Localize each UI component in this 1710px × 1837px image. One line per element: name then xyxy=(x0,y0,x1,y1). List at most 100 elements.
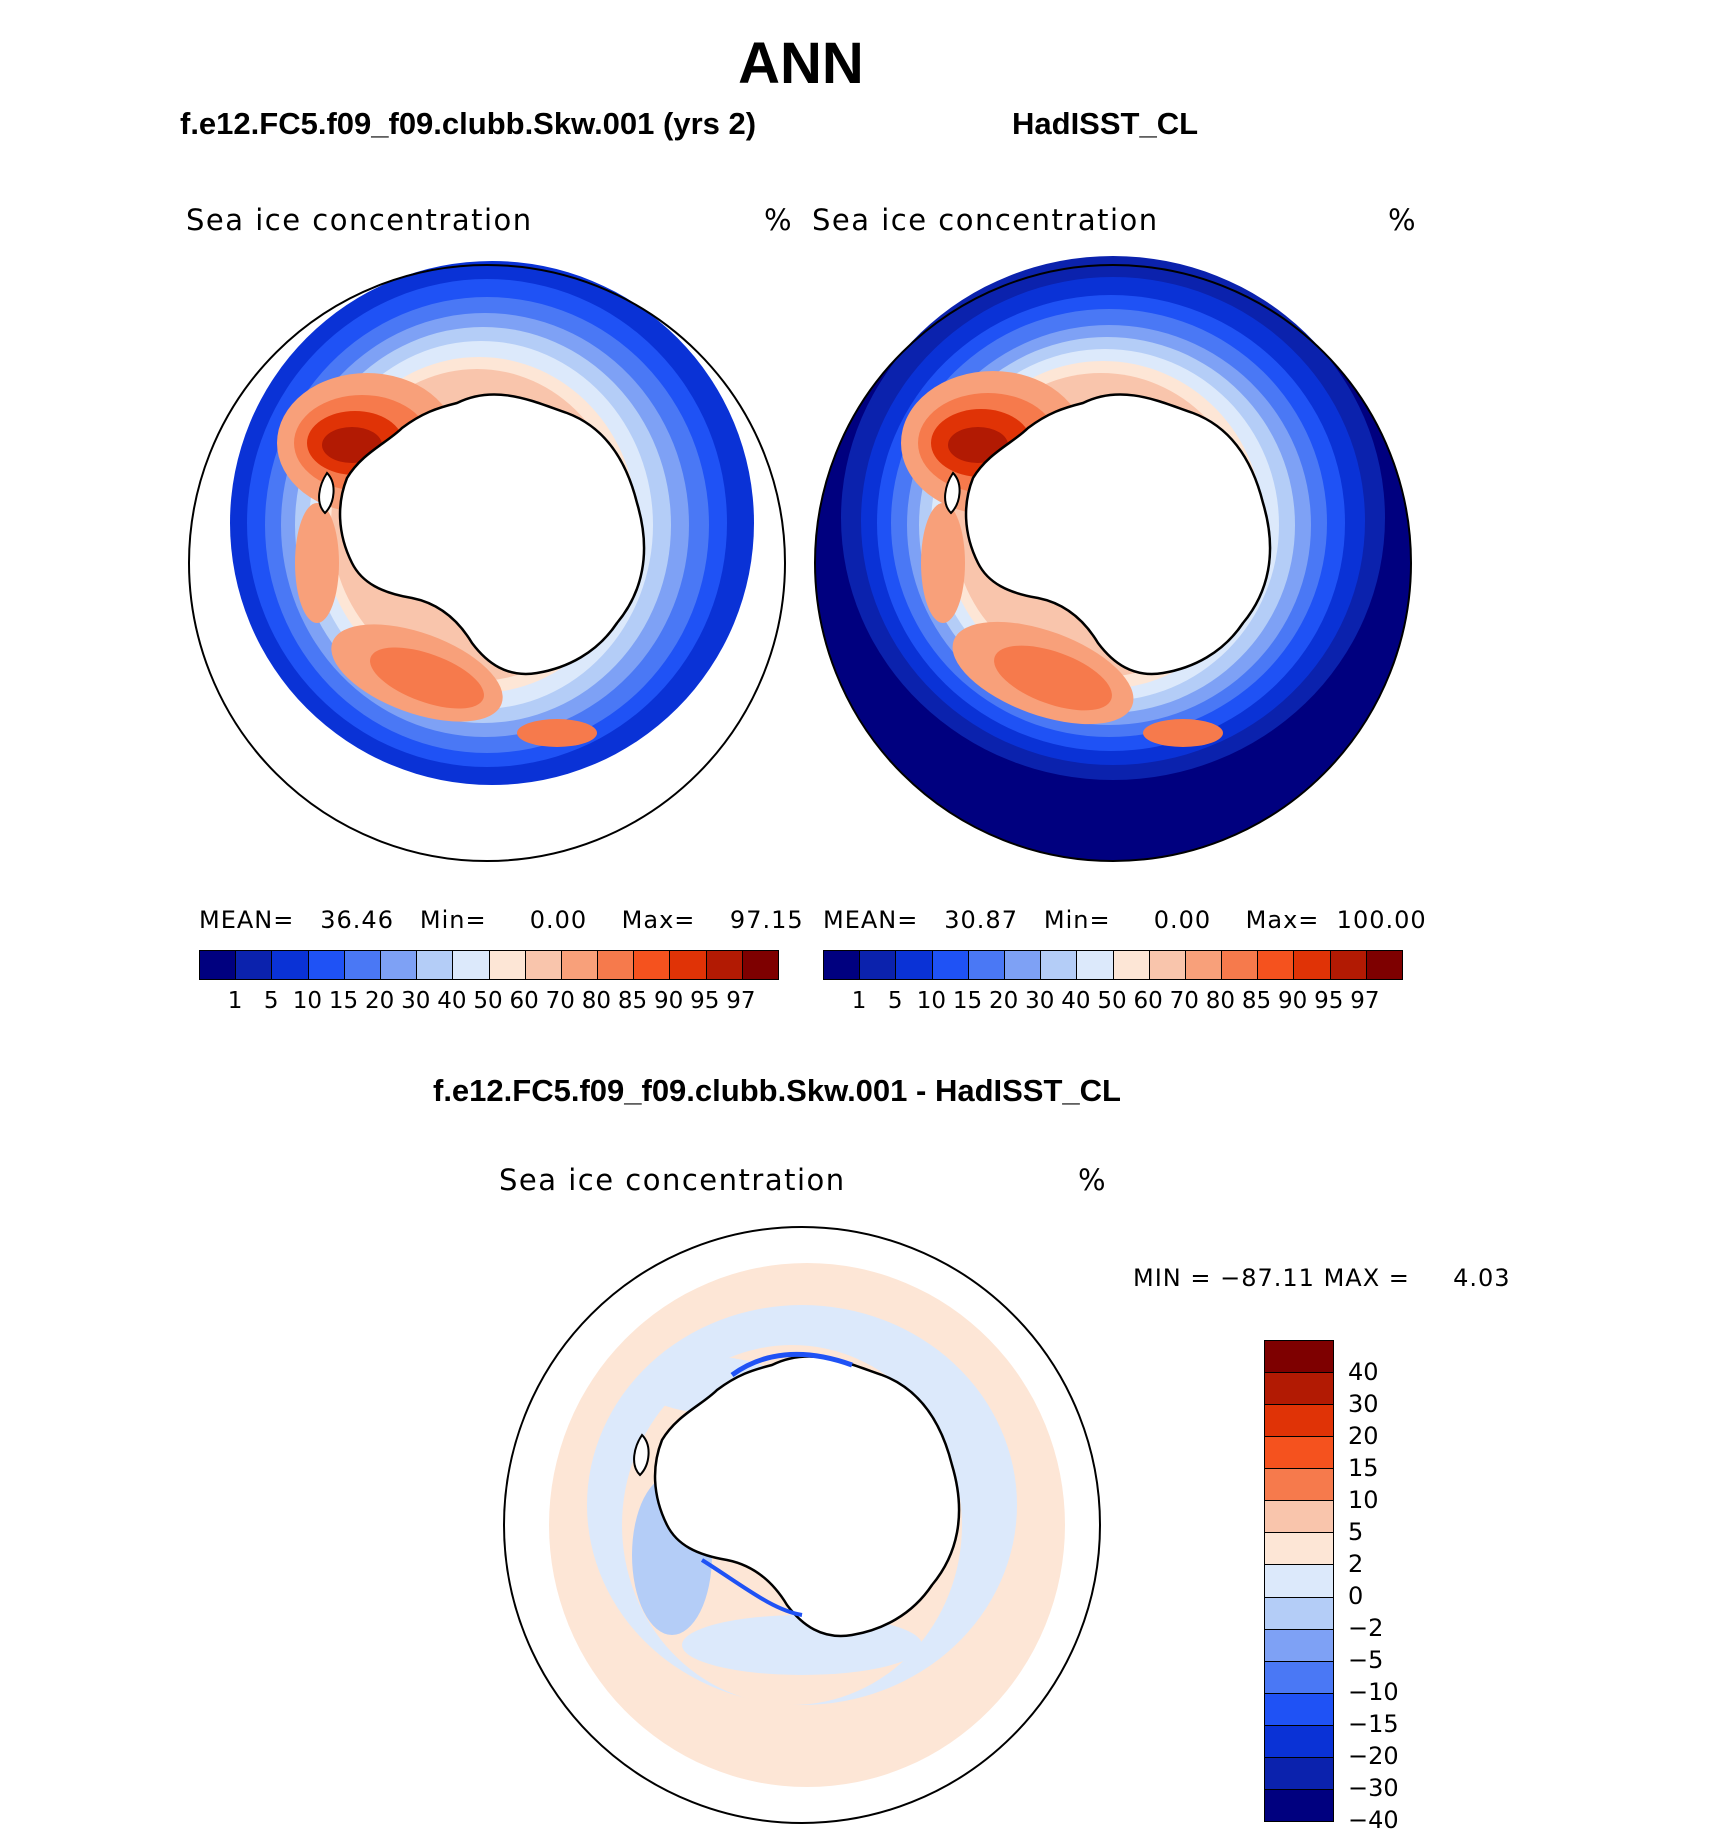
colorbar-tick-label: 1 xyxy=(227,988,243,1014)
colorbar-tick-label: −10 xyxy=(1348,1678,1399,1706)
colorbar-swatch xyxy=(1265,1629,1333,1662)
colorbar-tick-label: 30 xyxy=(1348,1390,1379,1418)
colorbar-swatch xyxy=(525,951,562,979)
colorbar-tick-label: 85 xyxy=(617,988,648,1014)
diff-heading: f.e12.FC5.f09_f09.clubb.Skw.001 - HadISS… xyxy=(433,1073,1121,1108)
colorbar-swatch xyxy=(1265,1693,1333,1726)
colorbar-tick-label: 20 xyxy=(364,988,395,1014)
diff-polar-map xyxy=(503,1226,1101,1824)
colorbar-swatch xyxy=(1265,1501,1333,1534)
colorbar-swatch xyxy=(968,951,1005,979)
diff-unit-label: % xyxy=(1078,1163,1108,1197)
colorbar-tick-label: 80 xyxy=(1205,988,1236,1014)
colorbar-swatch xyxy=(272,951,309,979)
colorbar-tick-label: 95 xyxy=(1314,988,1344,1014)
colorbar-tick-label: 15 xyxy=(328,988,359,1014)
colorbar-swatch xyxy=(598,951,635,979)
diff-variable-label: Sea ice concentration xyxy=(499,1163,846,1197)
colorbar-tick-label: 70 xyxy=(545,988,575,1014)
colorbar-swatch xyxy=(453,951,490,979)
colorbar-swatch xyxy=(1265,1405,1333,1438)
colorbar-tick-label: 2 xyxy=(1348,1550,1364,1578)
colorbar-tick-label: 50 xyxy=(1097,988,1127,1014)
colorbar-swatch xyxy=(417,951,454,979)
colorbar-tick-label: 80 xyxy=(581,988,612,1014)
colorbar-swatch xyxy=(1265,1565,1333,1598)
colorbar-swatch xyxy=(1113,951,1150,979)
colorbar-swatch xyxy=(1265,1373,1333,1406)
colorbar-tick-label: 85 xyxy=(1241,988,1272,1014)
colorbar-swatch xyxy=(1330,951,1367,979)
colorbar-swatch xyxy=(1149,951,1186,979)
colorbar-tick-label: 15 xyxy=(1348,1454,1379,1482)
obs-stats: MEAN= 30.87 Min= 0.00 Max= 100.00 xyxy=(823,906,1427,934)
colorbar-swatch xyxy=(236,951,273,979)
colorbar-swatch xyxy=(561,951,599,979)
colorbar-swatch xyxy=(670,951,707,979)
colorbar-tick-label: 50 xyxy=(473,988,503,1014)
colorbar-swatch xyxy=(706,951,743,979)
colorbar-swatch xyxy=(824,951,861,979)
colorbar-tick-label: 40 xyxy=(1061,988,1091,1014)
colorbar-swatch xyxy=(860,951,897,979)
colorbar-swatch xyxy=(1294,951,1331,979)
colorbar-swatch xyxy=(1366,951,1402,979)
colorbar-tick-label: −5 xyxy=(1348,1646,1384,1674)
colorbar-swatch xyxy=(1265,1341,1333,1374)
colorbar-tick-label: 60 xyxy=(1133,988,1163,1014)
colorbar-tick-label: 90 xyxy=(653,988,684,1014)
colorbar-swatch xyxy=(1265,1437,1333,1470)
colorbar-swatch xyxy=(1265,1469,1333,1502)
colorbar-swatch xyxy=(1077,951,1114,979)
colorbar-tick-label: 5 xyxy=(1348,1518,1364,1546)
colorbar-swatch xyxy=(1265,1533,1333,1566)
colorbar-tick-label: 5 xyxy=(887,988,903,1014)
model-stats: MEAN= 36.46 Min= 0.00 Max= 97.15 xyxy=(199,906,804,934)
colorbar-swatch xyxy=(1265,1789,1333,1821)
model-antarctica xyxy=(338,393,646,676)
colorbar-swatch xyxy=(1041,951,1078,979)
obs-antarctica xyxy=(964,393,1272,676)
colorbar-swatch xyxy=(380,951,418,979)
obs-unit-label: % xyxy=(1388,203,1418,237)
model-variable-label: Sea ice concentration xyxy=(186,203,533,237)
colorbar-swatch xyxy=(1265,1597,1333,1630)
colorbar-tick-label: 97 xyxy=(1350,988,1380,1014)
colorbar-tick-label: 90 xyxy=(1277,988,1308,1014)
colorbar-tick-label: 20 xyxy=(988,988,1019,1014)
obs-colorbar xyxy=(823,950,1403,980)
colorbar-swatch xyxy=(1265,1661,1333,1694)
obs-heading: HadISST_CL xyxy=(1012,106,1199,141)
colorbar-swatch xyxy=(308,951,345,979)
colorbar-swatch xyxy=(489,951,526,979)
model-map-frame xyxy=(188,264,786,862)
model-unit-label: % xyxy=(764,203,794,237)
colorbar-swatch xyxy=(1185,951,1223,979)
model-colorbar xyxy=(199,950,779,980)
colorbar-tick-label: 10 xyxy=(916,988,947,1014)
colorbar-tick-label: 40 xyxy=(1348,1358,1379,1386)
figure-title: ANN xyxy=(738,31,864,96)
colorbar-tick-label: 15 xyxy=(952,988,983,1014)
colorbar-swatch xyxy=(1222,951,1259,979)
colorbar-tick-label: −2 xyxy=(1348,1614,1384,1642)
colorbar-tick-label: 10 xyxy=(1348,1486,1379,1514)
diff-colorbar xyxy=(1264,1340,1334,1822)
colorbar-tick-label: −20 xyxy=(1348,1742,1399,1770)
colorbar-tick-label: 97 xyxy=(726,988,756,1014)
colorbar-tick-label: 5 xyxy=(263,988,279,1014)
colorbar-tick-label: 95 xyxy=(690,988,720,1014)
colorbar-swatch xyxy=(896,951,933,979)
colorbar-tick-label: −30 xyxy=(1348,1774,1399,1802)
colorbar-tick-label: −15 xyxy=(1348,1710,1399,1738)
colorbar-tick-label: 30 xyxy=(401,988,431,1014)
colorbar-swatch xyxy=(1004,951,1042,979)
colorbar-swatch xyxy=(1265,1725,1333,1758)
colorbar-swatch xyxy=(742,951,778,979)
colorbar-tick-label: 1 xyxy=(851,988,867,1014)
obs-variable-label: Sea ice concentration xyxy=(812,203,1159,237)
colorbar-tick-label: 60 xyxy=(509,988,539,1014)
obs-polar-map xyxy=(814,256,1412,862)
diff-antarctica xyxy=(653,1355,961,1638)
colorbar-tick-label: 30 xyxy=(1025,988,1055,1014)
